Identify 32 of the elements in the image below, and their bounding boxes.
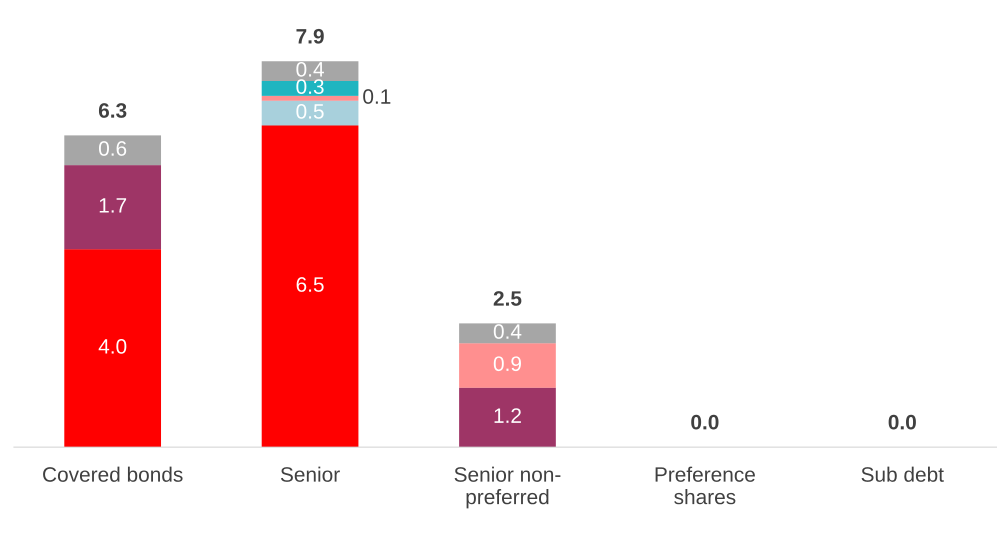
bar xyxy=(262,100,358,126)
data-label: 0.1 xyxy=(363,89,390,104)
data-label: 1.7 xyxy=(100,198,126,213)
x-tick-label: Preference shares xyxy=(656,466,755,504)
bar xyxy=(64,249,162,448)
data-label: 0.5 xyxy=(296,104,324,119)
data-label: 0.6 xyxy=(98,141,126,156)
total-label: 0.0 xyxy=(888,414,916,430)
bar xyxy=(459,388,556,448)
bar xyxy=(459,323,556,344)
data-label: 4.0 xyxy=(98,339,126,354)
bar xyxy=(64,135,162,166)
bar xyxy=(64,165,162,250)
total-label: 7.9 xyxy=(296,28,324,44)
x-tick-label: Sub debt xyxy=(862,466,944,482)
x-tick-label: Senior xyxy=(280,466,340,482)
data-label: 1.2 xyxy=(494,408,521,423)
bar xyxy=(262,96,358,101)
data-label: 0.3 xyxy=(296,79,324,94)
data-label: 0.4 xyxy=(494,324,522,339)
data-label: 6.5 xyxy=(296,277,324,292)
x-tick-label: Senior non-preferred xyxy=(454,466,560,508)
total-label: 2.5 xyxy=(494,291,522,306)
bar xyxy=(262,126,358,448)
total-label: 6.3 xyxy=(98,103,126,118)
total-label: 0.0 xyxy=(691,414,719,430)
bar xyxy=(262,81,358,96)
data-label: 0.9 xyxy=(494,356,521,372)
data-label: 0.4 xyxy=(296,62,324,77)
bar xyxy=(459,343,556,388)
x-tick-label: Covered bonds xyxy=(43,466,183,482)
bar xyxy=(262,61,358,81)
